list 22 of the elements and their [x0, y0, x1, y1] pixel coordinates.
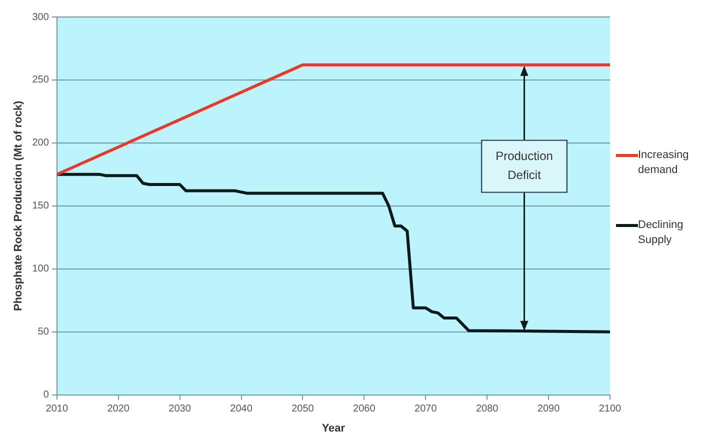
- x-tick-label: 2050: [292, 404, 314, 415]
- y-axis-title: Phosphate Rock Production (Mt of rock): [12, 100, 25, 312]
- x-tick-label: 2080: [476, 404, 499, 415]
- y-tick-label: 0: [43, 390, 50, 401]
- y-tick-label: 150: [32, 200, 50, 212]
- x-tick-label: 2070: [414, 404, 438, 415]
- y-tick-label: 300: [32, 12, 50, 23]
- x-axis-title: Year: [322, 422, 346, 434]
- legend-label: Declining Supply: [638, 218, 684, 248]
- x-tick-label: 2040: [230, 404, 253, 415]
- y-tick-label: 250: [32, 74, 50, 86]
- x-tick-label: 2060: [353, 404, 376, 415]
- x-tick-label: 2010: [46, 404, 68, 415]
- x-tick-label: 2020: [107, 404, 130, 415]
- legend-label: Increasing demand: [638, 148, 690, 178]
- x-tick-label: 2100: [598, 404, 622, 415]
- y-tick-label: 50: [38, 326, 50, 338]
- x-tick-label: 2090: [537, 404, 560, 415]
- y-tick-label: 200: [32, 138, 50, 149]
- annotation: Production Deficit: [496, 149, 553, 182]
- y-tick-label: 100: [32, 264, 50, 275]
- x-tick-label: 2030: [168, 404, 192, 415]
